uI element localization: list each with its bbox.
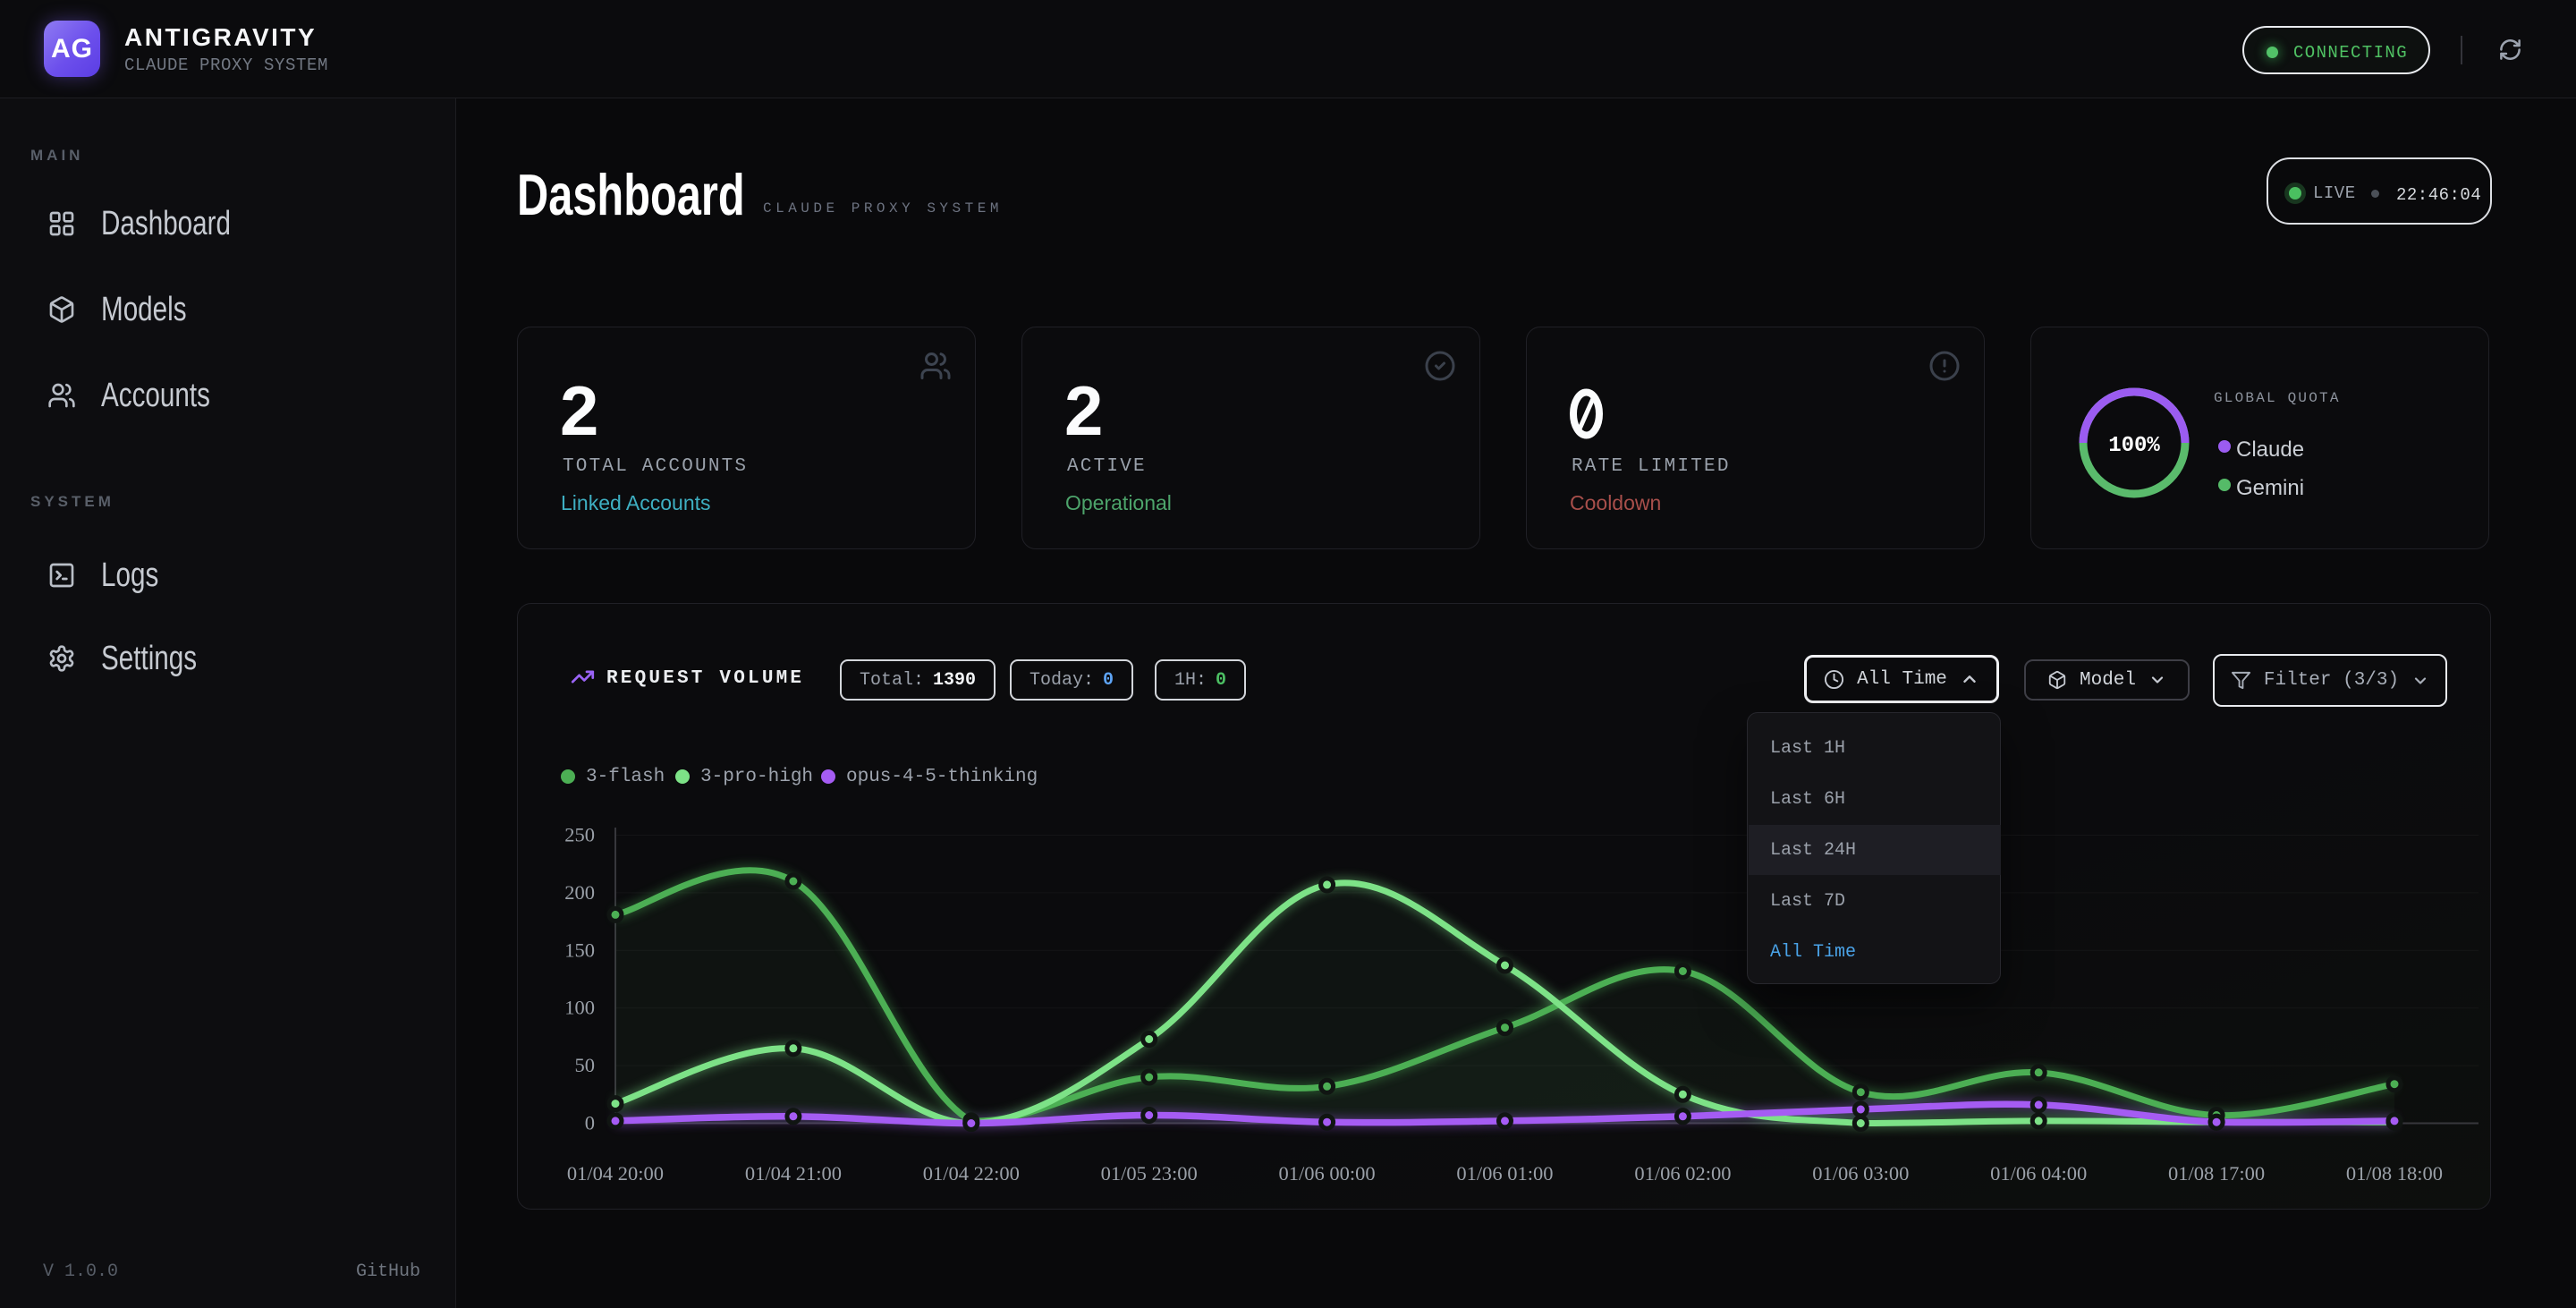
svg-text:100: 100 [564,997,595,1019]
svg-text:01/04 22:00: 01/04 22:00 [923,1162,1020,1185]
svg-text:01/05 23:00: 01/05 23:00 [1101,1162,1198,1185]
svg-text:01/06 00:00: 01/06 00:00 [1279,1162,1376,1185]
svg-text:01/08 17:00: 01/08 17:00 [2168,1162,2265,1185]
svg-text:200: 200 [564,881,595,904]
svg-text:01/06 02:00: 01/06 02:00 [1634,1162,1731,1185]
svg-text:50: 50 [575,1054,596,1076]
svg-text:01/06 03:00: 01/06 03:00 [1812,1162,1909,1185]
svg-text:100%: 100% [2108,434,2160,458]
svg-text:01/04 20:00: 01/04 20:00 [567,1162,664,1185]
svg-text:01/06 04:00: 01/06 04:00 [1990,1162,2087,1185]
svg-text:01/04 21:00: 01/04 21:00 [745,1162,842,1185]
svg-text:01/08 18:00: 01/08 18:00 [2346,1162,2443,1185]
svg-text:250: 250 [564,824,595,846]
svg-text:0: 0 [585,1112,595,1134]
svg-text:150: 150 [564,939,595,961]
svg-text:01/06 01:00: 01/06 01:00 [1456,1162,1553,1185]
